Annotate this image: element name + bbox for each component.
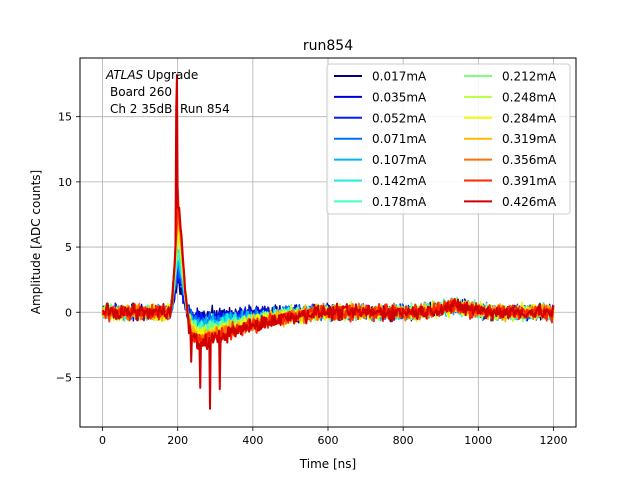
plot-area [101,73,555,410]
legend-label: 0.426mA [502,195,557,209]
legend-label: 0.212mA [502,70,557,84]
annotation: ATLAS Upgrade Board 260 Ch 2 35dB Run 85… [105,68,230,116]
legend-label: 0.284mA [502,111,557,125]
x-tick-label: 600 [318,434,339,447]
legend-label: 0.356mA [502,153,557,167]
chart-title: run854 [303,38,353,54]
annotation-upgrade: Upgrade [143,68,198,82]
y-tick-label: 5 [65,241,72,254]
y-tick-label: 0 [65,306,72,319]
legend-label: 0.107mA [372,153,427,167]
annotation-atlas: ATLAS [105,68,144,82]
y-tick-label: −5 [56,371,72,384]
legend: 0.017mA 0.035mA 0.052mA 0.071mA 0.107mA 0.142… [326,63,571,215]
legend-label: 0.071mA [372,132,427,146]
legend-label: 0.248mA [502,90,557,104]
legend-label: 0.017mA [372,70,427,84]
legend-label: 0.142mA [372,174,427,188]
y-tick-label: 10 [58,176,72,189]
x-tick-label: 800 [393,434,414,447]
ticks: 0 200 400 600 800 1000 1200 −5 0 5 10 15 [56,111,568,447]
series-line [101,73,555,410]
legend-label: 0.319mA [502,132,557,146]
annotation-line-1: ATLAS Upgrade [105,68,198,82]
legend-label: 0.052mA [372,111,427,125]
legend-box [326,63,571,215]
x-tick-label: 1200 [539,434,567,447]
x-tick-label: 0 [99,434,106,447]
annotation-line-2: Board 260 [110,85,172,99]
y-axis-label: Amplitude [ADC counts] [29,170,43,314]
y-tick-label: 15 [58,111,72,124]
x-tick-label: 1000 [464,434,492,447]
x-axis-label: Time [ns] [299,457,356,471]
x-tick-label: 200 [167,434,188,447]
annotation-line-3: Ch 2 35dB Run 854 [110,102,230,116]
x-tick-label: 400 [242,434,263,447]
legend-label: 0.178mA [372,195,427,209]
legend-label: 0.391mA [502,174,557,188]
legend-label: 0.035mA [372,90,427,104]
